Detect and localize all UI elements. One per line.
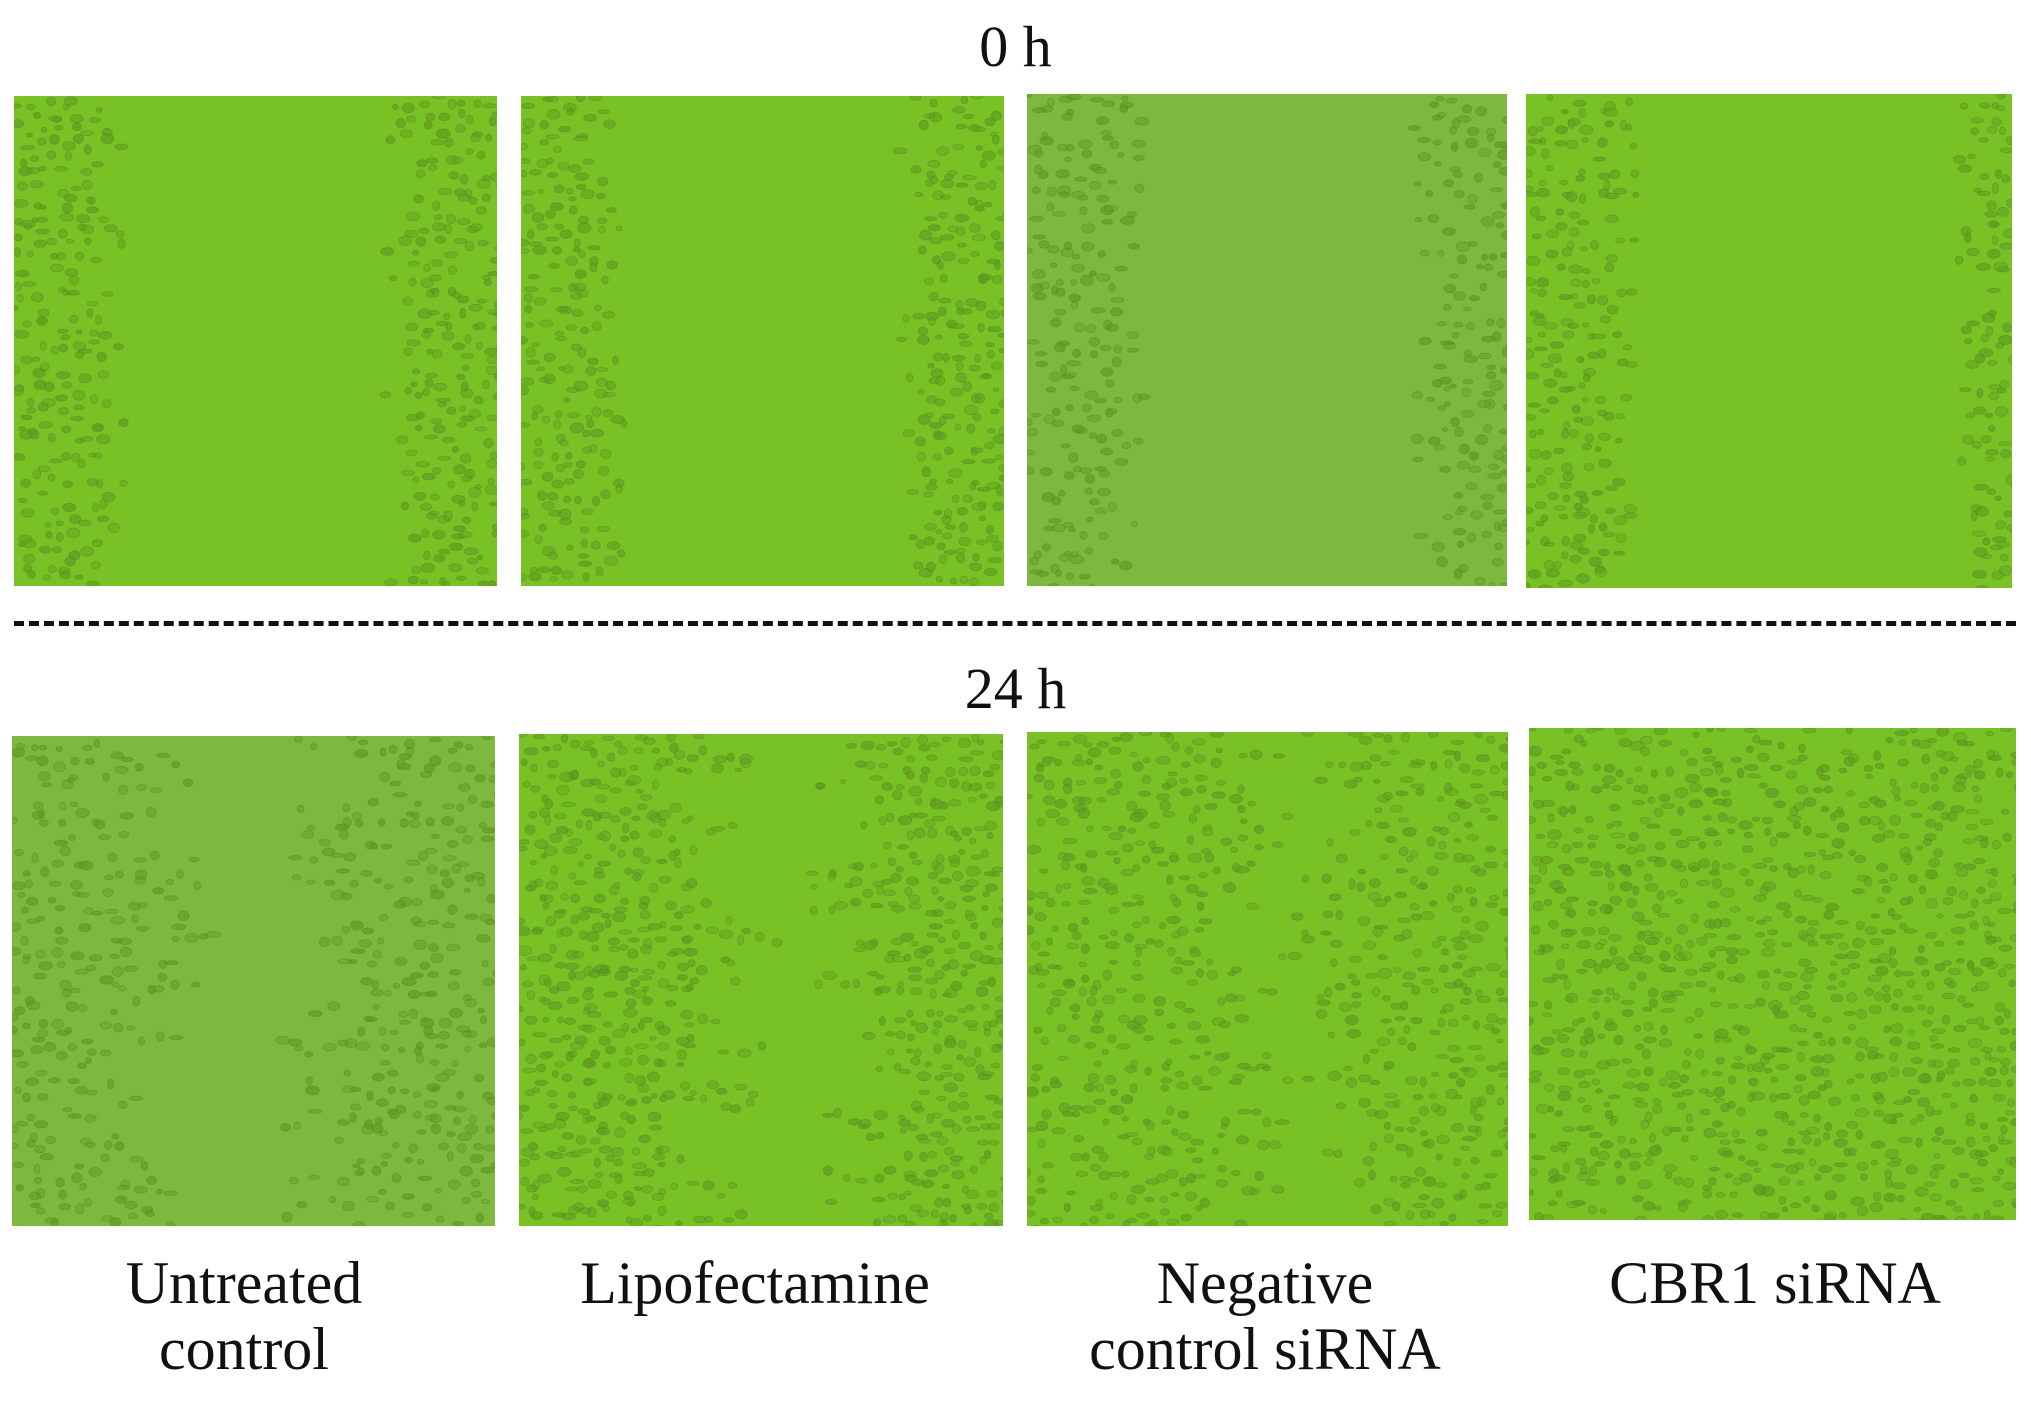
timepoint-label-0h: 0 h [979,14,1052,79]
micrograph-0h-negative-control-sirna [1027,94,1507,586]
micrograph-24h-negative-control-sirna [1027,732,1508,1226]
micrograph-24h-lipofectamine [519,734,1003,1226]
condition-label-cbr1-sirna: CBR1 siRNA [1609,1250,1941,1316]
condition-label-lipofectamine: Lipofectamine [580,1250,930,1316]
condition-label-untreated-control: Untreated control [125,1250,363,1382]
timepoint-divider [14,621,2016,626]
micrograph-0h-lipofectamine [521,96,1004,586]
micrograph-24h-untreated-control [12,736,495,1226]
micrograph-0h-untreated-control [14,96,497,586]
condition-label-negative-control-sirna: Negative control siRNA [1089,1250,1441,1382]
micrograph-0h-cbr1-sirna [1526,94,2012,588]
micrograph-24h-cbr1-sirna [1529,728,2016,1220]
timepoint-label-24h: 24 h [964,656,1067,721]
